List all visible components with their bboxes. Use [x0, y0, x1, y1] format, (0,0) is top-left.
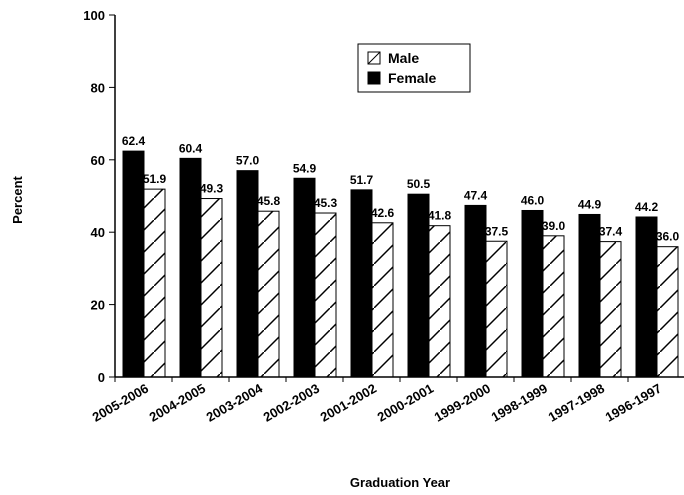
- data-label: 41.8: [428, 209, 452, 223]
- x-tick-label: 2005-2006: [90, 381, 151, 425]
- y-tick-label: 80: [91, 80, 105, 95]
- data-label: 47.4: [464, 188, 488, 202]
- x-tick-label: 1997-1998: [546, 381, 607, 425]
- bar: [293, 177, 316, 378]
- x-tick-label: 2002-2003: [261, 381, 322, 425]
- legend-swatch: [367, 71, 381, 85]
- bar: [578, 213, 601, 378]
- data-label: 49.3: [200, 182, 224, 196]
- bar: [635, 216, 658, 378]
- data-label: 54.9: [293, 161, 317, 175]
- bar: [371, 222, 394, 378]
- data-label: 45.8: [257, 194, 281, 208]
- bar: [464, 204, 487, 378]
- legend-hatch: [367, 51, 381, 65]
- data-label: 57.0: [236, 154, 260, 168]
- data-label: 42.6: [371, 206, 395, 220]
- bar: [179, 157, 202, 378]
- legend-label: Female: [388, 70, 436, 86]
- bar: [236, 170, 259, 378]
- data-label: 46.0: [521, 193, 545, 207]
- data-label: 44.2: [635, 200, 659, 214]
- x-tick-label: 1996-1997: [603, 381, 664, 425]
- data-label: 60.4: [179, 141, 203, 155]
- y-tick-label: 20: [91, 298, 105, 313]
- data-label: 37.5: [485, 224, 509, 238]
- data-label: 62.4: [122, 134, 146, 148]
- y-tick-label: 100: [83, 8, 105, 23]
- y-tick-label: 0: [98, 370, 105, 385]
- data-label: 51.9: [143, 172, 167, 186]
- data-label: 45.3: [314, 196, 338, 210]
- data-label: 44.9: [578, 197, 602, 211]
- x-tick-label: 2004-2005: [147, 381, 208, 425]
- bar: [599, 241, 622, 378]
- x-axis-title: Graduation Year: [350, 475, 450, 490]
- bar: [428, 225, 451, 378]
- y-tick-label: 40: [91, 225, 105, 240]
- bar: [407, 193, 430, 378]
- x-tick-label: 1999-2000: [432, 381, 493, 425]
- bar: [350, 189, 373, 378]
- legend-label: Male: [388, 50, 419, 66]
- data-label: 36.0: [656, 230, 680, 244]
- bar: [542, 235, 565, 378]
- x-tick-label: 1998-1999: [489, 381, 550, 425]
- bar: [485, 240, 508, 378]
- bar: [200, 198, 223, 378]
- y-axis-title: Percent: [10, 175, 25, 223]
- data-label: 37.4: [599, 225, 623, 239]
- bar: [122, 150, 145, 378]
- data-label: 50.5: [407, 177, 431, 191]
- x-tick-label: 2003-2004: [204, 380, 266, 424]
- bar: [257, 210, 280, 378]
- x-tick-label: 2000-2001: [375, 381, 436, 425]
- bar: [143, 188, 166, 378]
- y-tick-label: 60: [91, 153, 105, 168]
- data-label: 39.0: [542, 219, 566, 233]
- bar: [521, 209, 544, 378]
- bar: [656, 246, 679, 378]
- data-label: 51.7: [350, 173, 374, 187]
- x-tick-label: 2001-2002: [318, 381, 379, 425]
- bar: [314, 212, 337, 378]
